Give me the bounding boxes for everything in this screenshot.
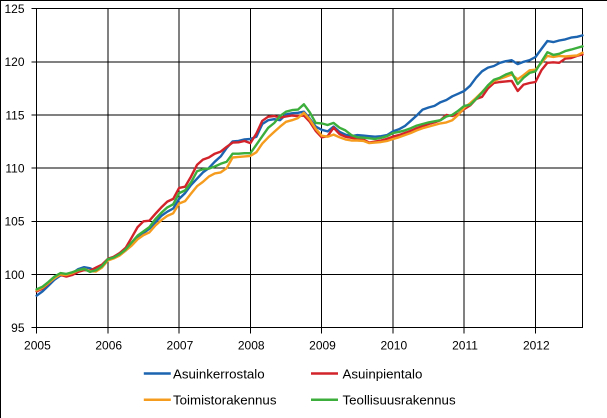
- svg-text:2011: 2011: [452, 339, 478, 353]
- svg-text:100: 100: [4, 268, 24, 282]
- svg-text:105: 105: [4, 215, 24, 229]
- svg-text:2008: 2008: [238, 339, 265, 353]
- svg-text:125: 125: [4, 2, 24, 16]
- svg-text:120: 120: [4, 55, 24, 69]
- svg-text:2006: 2006: [95, 339, 122, 353]
- svg-text:115: 115: [5, 108, 24, 122]
- svg-text:95: 95: [11, 321, 25, 335]
- svg-text:2012: 2012: [523, 339, 550, 353]
- svg-text:2010: 2010: [380, 339, 407, 353]
- svg-text:Asuinkerrostalo: Asuinkerrostalo: [173, 366, 265, 381]
- svg-text:2005: 2005: [24, 339, 51, 353]
- svg-text:Teollisuusrakennus: Teollisuusrakennus: [343, 393, 456, 408]
- svg-text:2009: 2009: [309, 339, 336, 353]
- svg-text:Toimistorakennus: Toimistorakennus: [173, 393, 277, 408]
- svg-text:110: 110: [5, 162, 24, 176]
- svg-text:Asuinpientalo: Asuinpientalo: [343, 366, 423, 381]
- svg-text:2007: 2007: [167, 339, 194, 353]
